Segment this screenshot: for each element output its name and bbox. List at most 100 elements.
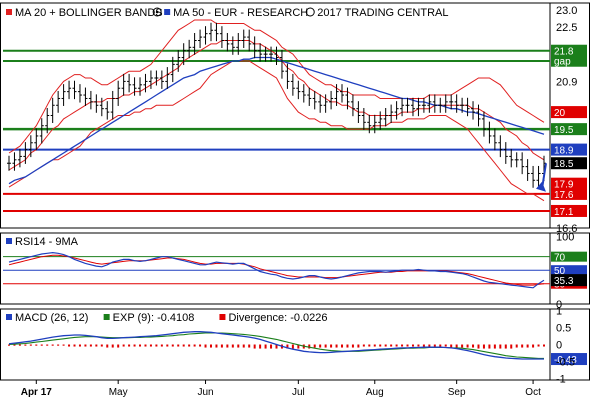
rsi-legend-swatch xyxy=(6,238,12,244)
legend-swatch-0 xyxy=(6,9,12,15)
divergence-bar-55 xyxy=(308,344,311,349)
divergence-bar-39 xyxy=(220,344,223,348)
divergence-bar-74 xyxy=(411,344,414,347)
divergence-bar-95 xyxy=(526,344,529,348)
legend-swatch-1 xyxy=(164,9,171,15)
divergence-bar-16 xyxy=(95,344,98,347)
divergence-bar-63 xyxy=(351,344,354,348)
divergence-bar-21 xyxy=(122,344,125,347)
divergence-bar-45 xyxy=(253,344,256,349)
rsi-ytick-1: 0 xyxy=(556,299,562,311)
divergence-bar-26 xyxy=(149,344,152,347)
divergence-bar-2 xyxy=(18,344,21,346)
divergence-bar-84 xyxy=(466,344,469,348)
divergence-bar-90 xyxy=(499,344,502,349)
divergence-bar-71 xyxy=(395,344,398,347)
divergence-bar-79 xyxy=(439,344,442,347)
divergence-bar-91 xyxy=(504,344,507,349)
macd-line xyxy=(8,331,544,360)
macd-current-tag-bg xyxy=(551,353,587,366)
divergence-bar-80 xyxy=(444,344,447,347)
divergence-bar-67 xyxy=(373,344,376,347)
divergence-bar-3 xyxy=(24,344,27,346)
divergence-bar-60 xyxy=(335,344,338,348)
divergence-bar-86 xyxy=(477,344,480,349)
divergence-bar-12 xyxy=(73,344,76,347)
divergence-bar-85 xyxy=(472,344,475,348)
divergence-bar-34 xyxy=(193,344,196,347)
divergence-bar-41 xyxy=(231,344,234,348)
divergence-bar-56 xyxy=(313,344,316,348)
price-ytick-3: 16.6 xyxy=(556,223,577,235)
divergence-bar-40 xyxy=(226,344,229,348)
divergence-bar-88 xyxy=(488,344,491,349)
divergence-bar-17 xyxy=(100,344,103,347)
divergence-bar-82 xyxy=(455,344,458,348)
rsi-ma-line xyxy=(8,254,545,286)
month-label-2: Jun xyxy=(197,387,213,398)
divergence-bar-49 xyxy=(275,344,278,349)
divergence-bar-92 xyxy=(510,344,513,349)
divergence-bar-58 xyxy=(324,344,327,348)
divergence-bar-15 xyxy=(89,344,92,347)
registered-icon-dot xyxy=(155,10,159,14)
divergence-bar-7 xyxy=(46,344,49,346)
level-tag-2 xyxy=(551,123,587,136)
divergence-bar-98 xyxy=(543,344,545,347)
divergence-bar-18 xyxy=(106,344,109,348)
macd-legend-label-2: Divergence: -0.0226 xyxy=(228,312,327,324)
legend-label-2: 2017 TRADING CENTRAL xyxy=(317,7,448,19)
divergence-bar-47 xyxy=(264,344,267,349)
divergence-bar-96 xyxy=(532,344,535,348)
rsi-current-tag-bg xyxy=(551,274,587,287)
divergence-bar-6 xyxy=(40,344,43,346)
rsi-level-tag-0-text: 70 xyxy=(554,253,566,264)
value-tag-2-bg xyxy=(551,177,587,190)
divergence-bar-81 xyxy=(450,344,453,348)
divergence-bar-30 xyxy=(171,344,174,347)
value-tag-0-bg xyxy=(551,106,587,119)
value-tag-2-text: 17.9 xyxy=(554,180,574,191)
macd-ytick-4: -1 xyxy=(556,373,566,385)
divergence-bar-27 xyxy=(155,344,158,347)
copyright-icon xyxy=(305,7,315,17)
level-tag-4 xyxy=(551,187,587,200)
divergence-bar-14 xyxy=(84,344,87,347)
divergence-bar-9 xyxy=(57,344,60,346)
macd-legend-swatch-1 xyxy=(103,314,110,320)
rsi-ytick-0: 100 xyxy=(556,231,574,243)
price-ytick-2: 20.9 xyxy=(556,76,577,88)
forecast-arrow-head xyxy=(536,181,546,192)
divergence-bar-70 xyxy=(390,344,393,347)
rsi-level-tag-1-text: 50 xyxy=(554,266,566,277)
divergence-bar-0 xyxy=(8,344,10,346)
divergence-bar-13 xyxy=(78,344,81,347)
month-label-0: Apr 17 xyxy=(21,387,53,398)
divergence-bar-93 xyxy=(515,344,518,348)
divergence-bar-59 xyxy=(330,344,333,348)
value-tag-1-text: 18.5 xyxy=(554,159,574,170)
rsi-title: RSI14 - 9MA xyxy=(15,236,79,248)
divergence-bar-5 xyxy=(35,344,38,346)
level-tag-5 xyxy=(551,204,587,217)
month-label-5: Sep xyxy=(448,387,466,398)
bollinger-lower-line xyxy=(8,60,545,202)
macd-ytick-1: 0.5 xyxy=(556,323,571,335)
level-tag-text-3: 18.9 xyxy=(554,146,574,157)
macd-ytick-2: 0 xyxy=(556,340,562,352)
divergence-bar-89 xyxy=(493,344,496,349)
value-tag-1-bg xyxy=(551,157,587,170)
divergence-bar-62 xyxy=(346,344,349,348)
divergence-bar-83 xyxy=(461,344,464,348)
divergence-bar-57 xyxy=(319,344,322,348)
divergence-bar-42 xyxy=(237,344,240,348)
rsi-current-tag-text: 35.3 xyxy=(554,276,574,287)
divergence-bar-64 xyxy=(357,344,360,348)
divergence-bar-61 xyxy=(341,344,344,348)
macd-legend-swatch-0 xyxy=(6,314,12,320)
divergence-bar-1 xyxy=(13,344,16,346)
level-tag-sub-0: gap xyxy=(554,57,571,68)
macd-current-tag-text: -0.43 xyxy=(554,355,577,366)
month-label-6: Oct xyxy=(525,387,541,398)
